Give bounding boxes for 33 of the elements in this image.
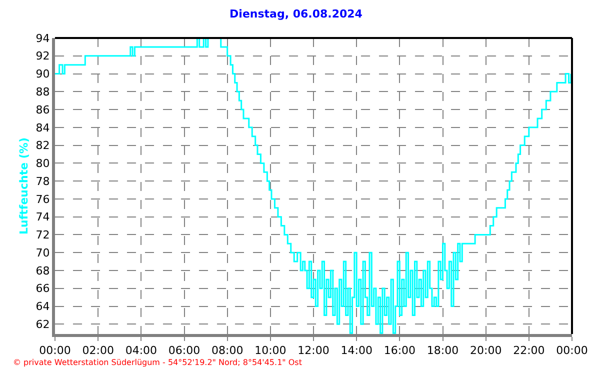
- y-tick-label: 86: [36, 103, 50, 116]
- x-tick-label: 22:00: [513, 344, 545, 358]
- y-tick-label: 72: [36, 228, 50, 242]
- y-tick-label: 94: [36, 32, 50, 45]
- x-tick-label: 12:00: [298, 344, 330, 358]
- y-tick-label: 70: [36, 246, 50, 260]
- x-tick-label: 10:00: [254, 344, 286, 358]
- y-tick-label: 92: [36, 50, 50, 63]
- y-tick-label: 80: [36, 157, 50, 170]
- x-tick-label: 04:00: [125, 344, 158, 358]
- y-tick-label: 62: [36, 318, 50, 332]
- y-tick-label: 66: [36, 282, 50, 296]
- y-tick-label: 68: [36, 264, 50, 278]
- y-tick-label: 90: [36, 68, 50, 81]
- y-tick-label: 88: [36, 86, 50, 99]
- y-tick-label: 78: [36, 174, 50, 188]
- x-tick-label: 20:00: [470, 344, 502, 358]
- x-tick-label: 18:00: [426, 344, 459, 358]
- y-tick-label: 64: [36, 300, 50, 314]
- x-tick-label: 16:00: [384, 344, 416, 358]
- x-tick-label: 14:00: [340, 344, 372, 358]
- y-tick-label: 82: [36, 139, 50, 152]
- x-tick-label: 00:00: [39, 344, 71, 358]
- x-tick-label: 06:00: [168, 344, 200, 358]
- x-tick-label: 02:00: [82, 344, 114, 358]
- text: © private Wetterstation Süderlügum - 54°52'19.2" Nord; 8°54'45.1" Ost: [13, 358, 302, 367]
- y-axis-title: Luftfeuchte (%): [17, 138, 30, 234]
- y-tick-label: 84: [36, 121, 50, 134]
- x-tick-label: 08:00: [211, 344, 244, 358]
- y-tick-label: 76: [36, 192, 50, 206]
- x-tick-label: 00:00: [556, 344, 588, 358]
- chart-title: Dienstag, 06.08.2024: [230, 7, 363, 20]
- y-tick-label: 74: [36, 210, 50, 224]
